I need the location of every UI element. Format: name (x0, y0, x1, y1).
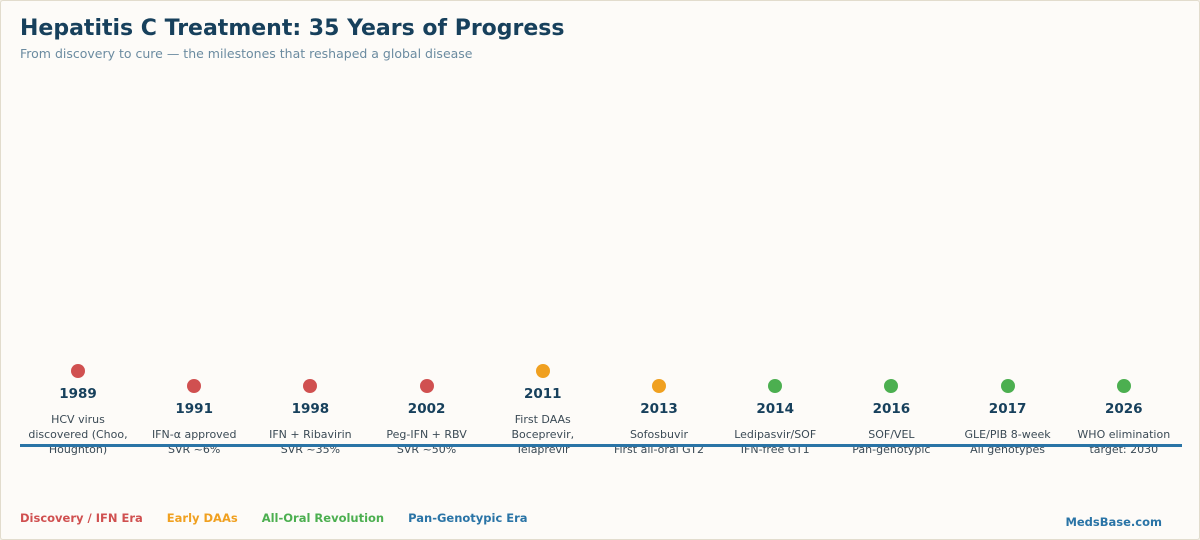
milestone-year: 2013 (640, 401, 678, 417)
milestone-year: 1998 (291, 401, 330, 417)
milestone-dot (535, 364, 550, 378)
page-title: Hepatitis C Treatment: 35 Years of Progr… (20, 16, 565, 41)
milestone-description-line: SOF/VEL (868, 428, 915, 441)
milestone-dot (652, 379, 666, 393)
milestone-year: 2017 (988, 401, 1027, 417)
legend-item: Early DAAs (166, 511, 238, 525)
milestone-year: 2016 (872, 401, 911, 417)
milestone-dot (187, 379, 202, 393)
milestone-description-line: IFN-α approved (151, 428, 237, 441)
milestone-description: HCV virus discovered (Choo, Houghton) (20, 412, 136, 457)
milestone-description: First DAAs Boceprevir, Telaprevir (485, 412, 601, 457)
milestone-dot (1116, 379, 1131, 393)
legend-item: Discovery / IFN Era (20, 511, 143, 525)
milestone-year: 2011 (524, 386, 562, 402)
milestone-description-line: WHO elimination (1077, 428, 1171, 441)
milestone-description-line: Boceprevir, (511, 428, 575, 441)
milestone-description: GLE/PIB 8-week All genotypes (950, 427, 1066, 457)
page-subtitle: From discovery to cure — the milestones … (20, 46, 473, 61)
milestone-description-line: First DAAs (514, 413, 571, 426)
milestone-description: Ledipasvir/SOF IFN-free GT1 (717, 427, 833, 457)
milestone-dot (71, 364, 85, 378)
milestone-description-line: Sofosbuvir (629, 428, 689, 441)
milestone-dot (1000, 379, 1015, 393)
milestone-description-line: GLE/PIB 8-week (964, 428, 1051, 441)
milestone-description-line: Ledipasvir/SOF (734, 428, 817, 441)
milestone-description: SOF/VEL Pan-genotypic (833, 427, 949, 457)
milestone-description-line: Peg-IFN + RBV (386, 428, 467, 441)
legend-item: All-Oral Revolution (261, 511, 385, 525)
timeline-event: 2011 First DAAs Boceprevir, Telaprevir (485, 364, 601, 457)
milestone-description: WHO elimination target: 2030 (1066, 427, 1182, 457)
milestone-year: 1991 (175, 401, 213, 417)
milestone-description-line: HCV virus (51, 413, 105, 426)
milestone-year: 2026 (1105, 401, 1143, 417)
milestone-description: IFN-α approved SVR ~6% (136, 427, 252, 457)
milestone-year: 1989 (59, 386, 97, 402)
era-legend: Discovery / IFN Era Early DAAs All-Oral Re… (20, 511, 528, 525)
milestone-description-line: discovered (Choo, (28, 428, 128, 441)
milestone-description: Sofosbuvir First all-oral GT2 (601, 427, 717, 457)
timeline-axis (20, 444, 1182, 447)
milestone-description-line: IFN + Ribavirin (269, 428, 352, 441)
timeline-event: 2017 GLE/PIB 8-week All genotypes (950, 379, 1066, 457)
milestone-dot (303, 379, 318, 393)
milestone-dot (768, 379, 783, 393)
milestone-year: 2014 (756, 401, 794, 417)
brand-link[interactable]: MedsBase.com (1065, 515, 1162, 529)
legend-item: Pan-Genotypic Era (408, 511, 528, 525)
milestone-description: Peg-IFN + RBV SVR ~50% (369, 427, 485, 457)
milestone-description: IFN + Ribavirin SVR ~35% (252, 427, 368, 457)
milestone-dot (419, 379, 434, 393)
milestone-year: 2002 (407, 401, 446, 417)
timeline-event: 1989 HCV virus discovered (Choo, Houghton) (20, 364, 136, 457)
milestone-dot (884, 379, 899, 393)
timeline-event: 2002 Peg-IFN + RBV SVR ~50% (369, 379, 485, 457)
